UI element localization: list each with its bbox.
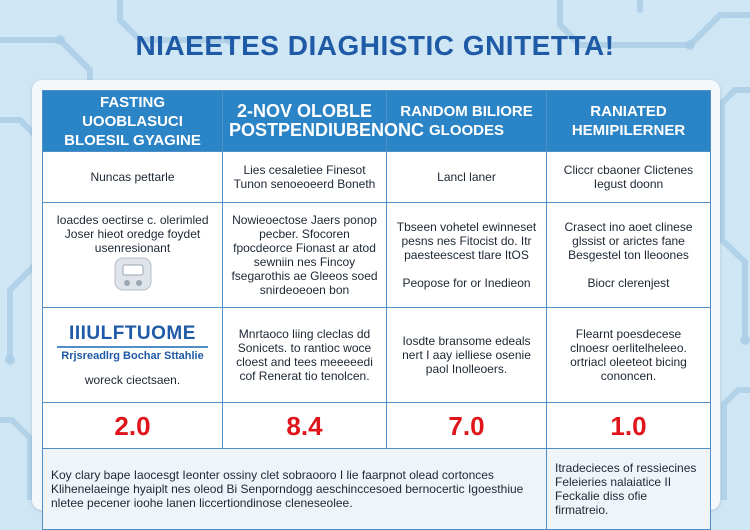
- table-row: Nuncas pettarle Lies cesaletiee Finesot …: [42, 151, 711, 203]
- table-cell: Ioacdes oectirse c. olerimled Joser hieo…: [42, 202, 223, 308]
- table-cell: Lancl laner: [386, 151, 547, 203]
- table-cell: Cliccr cbaoner Clictenes Iegust doonn: [546, 151, 711, 203]
- table-cell: IIIULFTUOME Rrjsreadlrg Bochar Sttahlie …: [42, 307, 223, 403]
- table-cell-text: woreck ciectsaen.: [84, 373, 181, 387]
- brand-name: IIIULFTUOME: [69, 323, 196, 344]
- header-row: FASTING UOOBLASUCI BLOESIL GYAGINE 2-NOV …: [42, 90, 711, 152]
- footer-row: Koy clary bape Iaocesgt Ieonter ossiny c…: [42, 448, 711, 530]
- brand-subtitle: Rrjsreadlrg Bochar Sttahlie: [61, 350, 204, 362]
- brand-divider: [57, 346, 208, 348]
- table-cell: Crasect ino aoet clinese glssist or aric…: [546, 202, 711, 308]
- header-random: RANDOM BILIORE GLOODES: [386, 90, 547, 152]
- table-cell: Nowieoectose Jaers ponop pecber. Sfocore…: [222, 202, 387, 308]
- table-cell: Nuncas pettarle: [42, 151, 223, 203]
- footer-note-left: Koy clary bape Iaocesgt Ieonter ossiny c…: [42, 448, 547, 530]
- header-two-hour: 2-NOV OLOBLE POSTPENDIUBENONC: [222, 90, 424, 152]
- value-cell: 2.0: [42, 402, 223, 449]
- table-cell: Tbseen vohetel ewinneset pesns nes Fitoc…: [386, 202, 547, 308]
- value-cell: 8.4: [222, 402, 387, 449]
- header-fasting: FASTING UOOBLASUCI BLOESIL GYAGINE: [42, 90, 223, 152]
- table-cell: Lies cesaletiee Finesot Tunon senoeoeerd…: [222, 151, 387, 203]
- footer-note-right: Itradecieces of ressiecines Feleieries n…: [546, 448, 711, 530]
- page-title: NIAEETES DIAGHISTIC GNITETTA!: [135, 30, 615, 61]
- value-cell: 1.0: [546, 402, 711, 449]
- table-cell: Flearnt poesdecese clnoesr oerlitelhelee…: [546, 307, 711, 403]
- circuit-background: [0, 0, 750, 500]
- meter-icon: [114, 257, 151, 291]
- table-cell: Iosdte bransome edeals nert I aay iellie…: [386, 307, 547, 403]
- table-row: IIIULFTUOME Rrjsreadlrg Bochar Sttahlie …: [42, 307, 711, 403]
- header-raniated: RANIATED HEMIPILERNER: [546, 90, 711, 152]
- table-row: Ioacdes oectirse c. olerimled Joser hieo…: [42, 202, 711, 308]
- value-cell: 7.0: [386, 402, 547, 449]
- values-row: 2.0 8.4 7.0 1.0: [42, 402, 711, 449]
- diagnostic-table: FASTING UOOBLASUCI BLOESIL GYAGINE 2-NOV …: [42, 90, 711, 530]
- table-cell: Mnrtaoco liing cleclas dd Sonicets. to r…: [222, 307, 387, 403]
